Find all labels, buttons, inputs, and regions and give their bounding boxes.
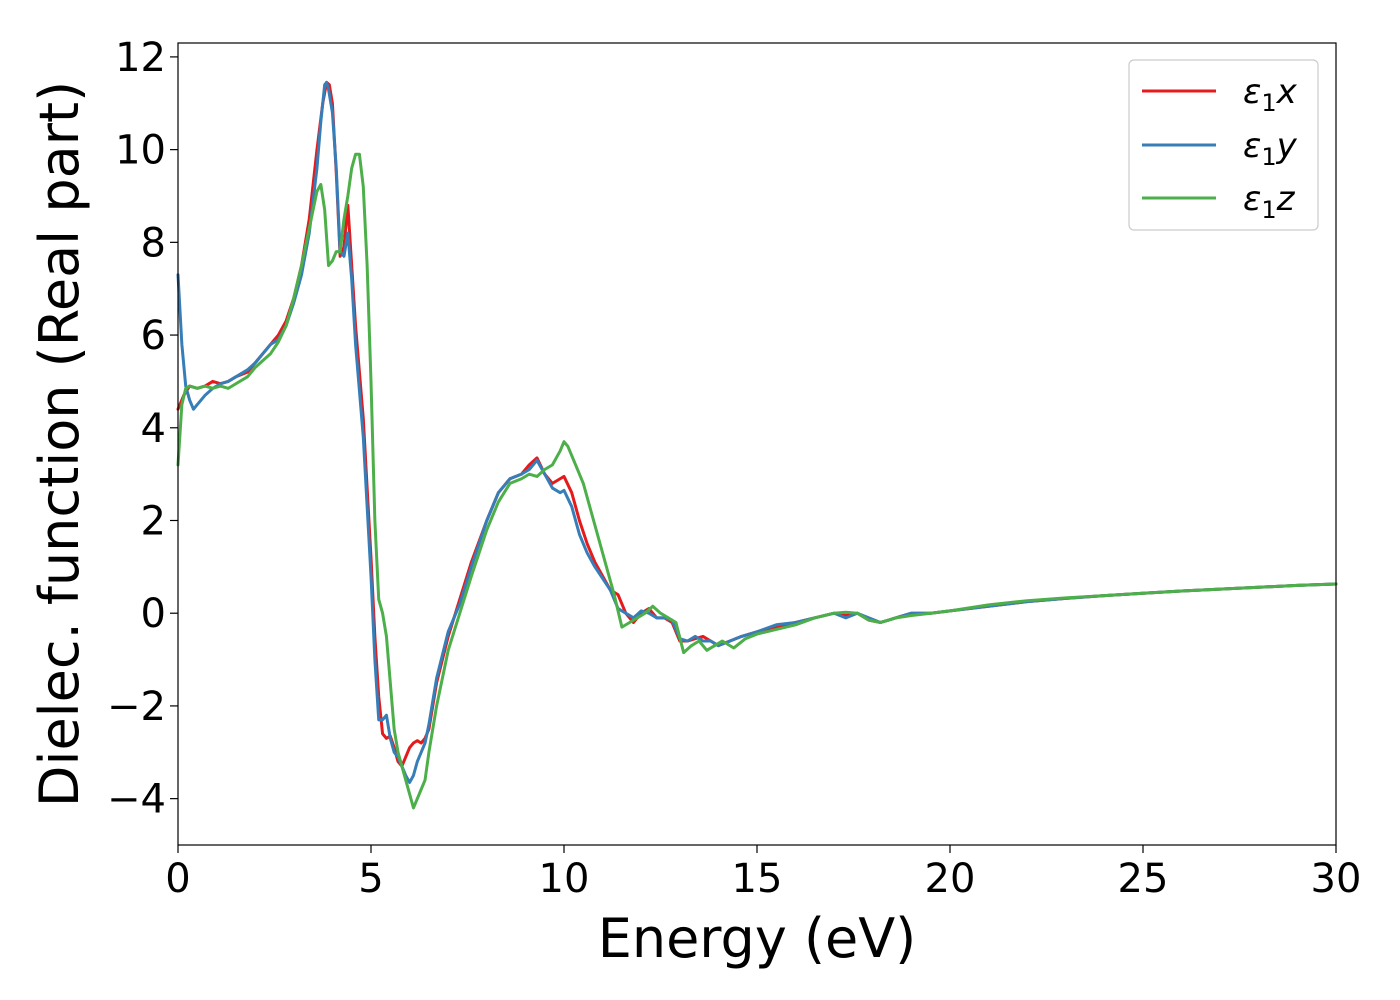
series-line-z bbox=[176, 152, 1338, 810]
legend-label-y: ε1y bbox=[1243, 126, 1298, 171]
y-tick-label: 2 bbox=[141, 498, 166, 544]
y-tick-label: 4 bbox=[141, 406, 166, 452]
x-tick-label: 25 bbox=[1118, 856, 1169, 902]
x-tick-label: 15 bbox=[732, 856, 783, 902]
y-tick-label: −2 bbox=[107, 684, 166, 730]
legend-label-x: ε1x bbox=[1243, 72, 1298, 117]
y-tick-label: 0 bbox=[141, 591, 166, 637]
x-tick-label: 20 bbox=[925, 856, 976, 902]
x-tick-label: 30 bbox=[1311, 856, 1362, 902]
x-tick-label: 10 bbox=[539, 856, 590, 902]
legend-box bbox=[1128, 59, 1319, 231]
y-tick-label: 10 bbox=[115, 128, 166, 174]
y-tick-label: 8 bbox=[141, 220, 166, 266]
legend-label-z: ε1z bbox=[1243, 179, 1296, 224]
x-tick-label: 5 bbox=[358, 856, 383, 902]
y-axis-label: Dielec. function (Real part) bbox=[28, 81, 91, 807]
y-tick-label: 6 bbox=[141, 313, 166, 359]
y-tick-label: 12 bbox=[115, 35, 166, 81]
y-axis-ticks: −4 −2 0 2 4 6 8 10 12 bbox=[107, 35, 178, 823]
x-tick-label: 0 bbox=[165, 856, 190, 902]
legend: ε1x ε1y ε1z bbox=[1128, 59, 1319, 231]
x-axis-label: Energy (eV) bbox=[598, 907, 917, 970]
series-layer bbox=[176, 80, 1338, 810]
y-tick-label: −4 bbox=[107, 777, 166, 823]
x-axis-ticks: 0 5 10 15 20 25 30 bbox=[165, 845, 1361, 902]
